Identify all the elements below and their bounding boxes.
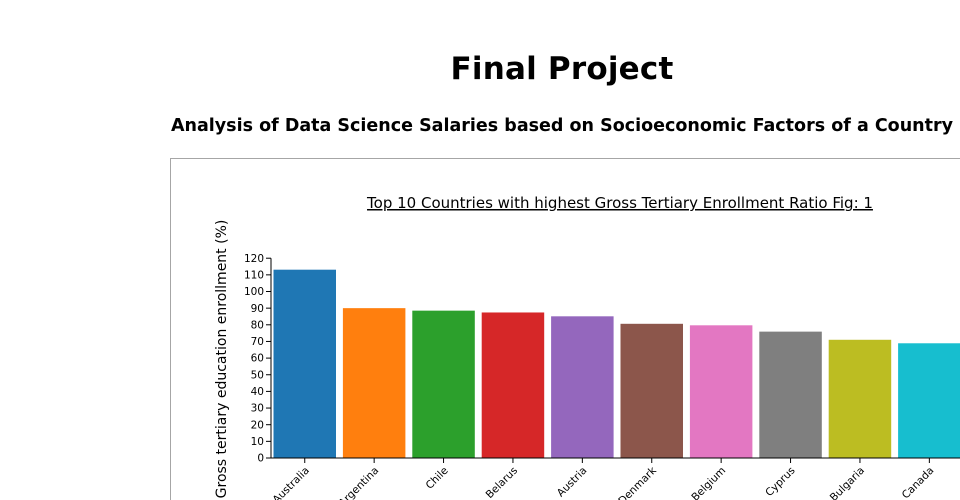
bar-argentina xyxy=(342,308,406,458)
y-tick-label: 120 xyxy=(244,253,264,265)
bar-belarus xyxy=(481,312,545,458)
x-tick-label: Denmark xyxy=(616,464,659,500)
y-tick-label: 90 xyxy=(251,303,264,315)
y-tick-label: 20 xyxy=(251,419,264,431)
bar-canada xyxy=(898,343,960,458)
page-title: Final Project xyxy=(450,51,674,87)
x-axis: Australia Argentina Chile Belarus Austria Den… xyxy=(271,457,960,500)
y-tick-label: 40 xyxy=(251,386,264,398)
bar-bulgaria xyxy=(828,339,892,458)
bar-australia xyxy=(273,269,336,458)
x-tick-label: Canada xyxy=(900,465,937,500)
y-tick-label: 80 xyxy=(251,319,264,331)
x-tick-label: Chile xyxy=(424,465,451,492)
chart-frame xyxy=(170,158,960,500)
y-tick-label: 110 xyxy=(244,269,264,281)
y-tick-label: 10 xyxy=(251,436,264,448)
x-tick-label: Austria xyxy=(555,465,590,500)
x-tick-label: Argentina xyxy=(337,465,382,500)
bar-cyprus xyxy=(759,331,822,458)
x-tick-label: Bulgaria xyxy=(828,465,867,500)
y-tick-label: 70 xyxy=(251,336,264,348)
bar-chile xyxy=(412,310,475,458)
bar-belgium xyxy=(689,325,753,458)
bar-denmark xyxy=(620,323,683,458)
x-tick-label: Cyprus xyxy=(763,465,797,499)
y-tick-label: 0 xyxy=(257,453,264,465)
x-tick-label: Australia xyxy=(271,465,312,500)
bars xyxy=(273,269,960,458)
y-tick-label: 30 xyxy=(251,403,264,415)
bar-austria xyxy=(551,316,614,458)
y-axis: 0 10 20 30 40 50 60 70 80 90 100 110 120 xyxy=(244,253,272,465)
y-tick-label: 50 xyxy=(251,369,264,381)
x-tick-label: Belgium xyxy=(689,465,728,500)
y-axis-label: Gross tertiary education enrollment (%) xyxy=(214,220,230,499)
y-tick-label: 60 xyxy=(251,353,264,365)
chart-title: Top 10 Countries with highest Gross Tert… xyxy=(366,194,873,212)
page-subtitle: Analysis of Data Science Salaries based … xyxy=(170,116,954,136)
y-tick-label: 100 xyxy=(244,286,264,298)
x-tick-label: Belarus xyxy=(484,465,520,500)
